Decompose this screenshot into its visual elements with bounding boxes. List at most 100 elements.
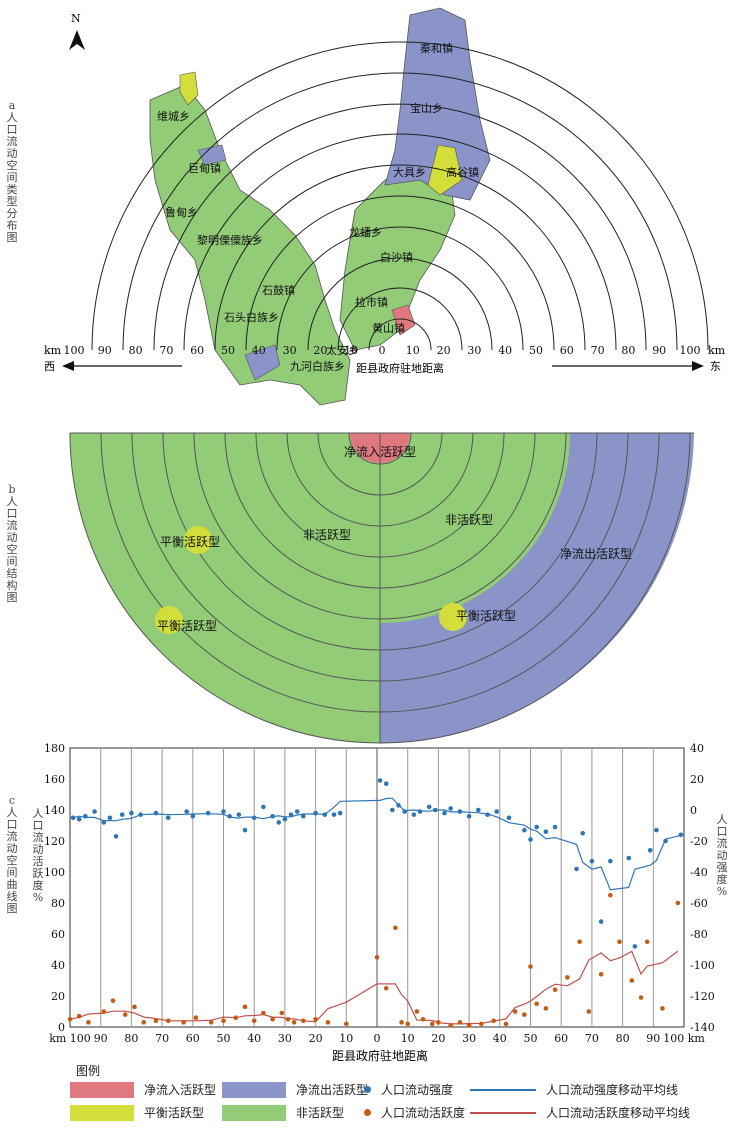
data-point: [442, 810, 447, 816]
data-point: [242, 1004, 248, 1010]
balance-swatch: [70, 1104, 134, 1121]
left-tick: 40: [51, 959, 65, 972]
x-tick: 90: [94, 1032, 108, 1045]
town-label: 黄山镇: [372, 321, 405, 335]
legend-item-intensity: 人口流动强度: [364, 1081, 453, 1098]
data-point: [282, 817, 288, 822]
legend-label: 净流入活跃型: [144, 1083, 217, 1097]
label-outflow: 净流出活跃型: [560, 547, 632, 561]
town-label: 拉市镇: [355, 295, 388, 309]
x-tick: 80: [616, 1032, 630, 1045]
data-point: [107, 815, 113, 821]
moving-average-lines: [69, 797, 682, 1025]
data-point: [383, 781, 389, 786]
data-point: [491, 1018, 496, 1024]
right-tick: -20: [690, 835, 708, 848]
data-point: [236, 812, 242, 817]
data-point: [565, 975, 570, 980]
km-right: km: [708, 344, 726, 357]
data-point: [411, 812, 417, 817]
legend-item-activity: 人口流动活跃度: [364, 1104, 465, 1121]
town-label: 龙蟠乡: [349, 226, 382, 239]
data-point: [251, 1018, 257, 1024]
left-tick: 140: [44, 804, 65, 817]
data-point: [543, 829, 549, 834]
legend-label: 人口流动活跃度移动平均线: [546, 1106, 691, 1120]
data-point: [301, 1018, 306, 1024]
right-tick: -40: [690, 866, 708, 879]
distance-tick: 90: [98, 344, 112, 357]
data-point: [414, 1009, 420, 1014]
east-label: 东: [710, 360, 721, 373]
distance-tick: 50: [529, 344, 543, 357]
data-point: [313, 810, 318, 816]
x-tick: 20: [309, 1032, 323, 1045]
data-point: [374, 954, 380, 960]
data-point: [574, 866, 579, 872]
data-point: [331, 812, 337, 817]
data-point: [426, 804, 432, 810]
data-point: [113, 834, 119, 839]
data-point: [261, 1010, 266, 1016]
data-point: [344, 1021, 349, 1027]
west-arrow-icon: [62, 361, 182, 371]
town-label: 高谷镇: [446, 165, 479, 179]
x-tick: 10: [339, 1032, 353, 1045]
data-point: [92, 809, 97, 814]
data-point: [221, 1018, 226, 1024]
town-label: 大具乡: [393, 165, 426, 179]
data-point: [589, 858, 595, 864]
data-point: [393, 925, 398, 931]
data-point: [402, 809, 407, 814]
data-point: [457, 809, 463, 814]
distance-tick: 40: [498, 344, 512, 357]
data-point: [420, 1016, 426, 1022]
town-label: 维城乡: [157, 110, 190, 123]
data-point: [577, 939, 582, 945]
data-point: [522, 827, 527, 833]
data-point: [552, 824, 558, 830]
data-point: [205, 810, 211, 816]
left-tick: 60: [51, 928, 65, 941]
data-point: [132, 1004, 137, 1010]
data-point: [193, 1015, 199, 1020]
right-tick: -120: [690, 990, 715, 1003]
left-ticks: 0 20 40 60 80 100 120 140 160 180: [44, 742, 65, 1034]
data-point: [528, 837, 533, 842]
data-point: [429, 1021, 435, 1027]
east-arrow-icon: [552, 361, 704, 371]
data-point: [101, 820, 107, 825]
data-point: [528, 964, 533, 969]
data-point: [586, 1009, 592, 1014]
data-point: [457, 1020, 463, 1025]
data-point: [675, 900, 681, 906]
town-label: 石鼓镇: [262, 283, 295, 297]
data-point: [629, 978, 635, 983]
data-point: [165, 815, 171, 821]
x-tick: km 100: [49, 1032, 91, 1045]
data-point: [313, 1016, 318, 1022]
data-point: [503, 1021, 509, 1027]
right-ticks: -140 -120 -100 -80 -60 -40 -20 0 20 40: [690, 742, 715, 1034]
town-label: 巨甸镇: [188, 161, 221, 175]
right-axis-label: 人口流动强度 %: [716, 813, 728, 898]
label-balance: 平衡活跃型: [456, 609, 516, 623]
label-inactive-left: 非活跃型: [303, 528, 351, 542]
data-point: [663, 838, 668, 844]
data-point: [383, 985, 389, 991]
right-tick: 20: [690, 773, 704, 786]
legend-item-balance: 平衡活跃型: [70, 1104, 204, 1121]
left-tick: 120: [44, 835, 65, 848]
data-point: [233, 1015, 239, 1020]
data-point: [598, 919, 604, 924]
left-tick: 100: [44, 866, 65, 879]
outflow-patch-sw: [244, 344, 281, 381]
left-tick: 160: [44, 773, 65, 786]
north-label: N: [71, 12, 81, 25]
x-axis-label: 距县政府驻地距离: [332, 1048, 428, 1063]
x-tick: 70: [585, 1032, 599, 1045]
data-point: [448, 806, 453, 811]
data-point: [466, 1023, 472, 1028]
data-point: [153, 810, 159, 816]
activity-line-icon: [470, 1111, 536, 1114]
